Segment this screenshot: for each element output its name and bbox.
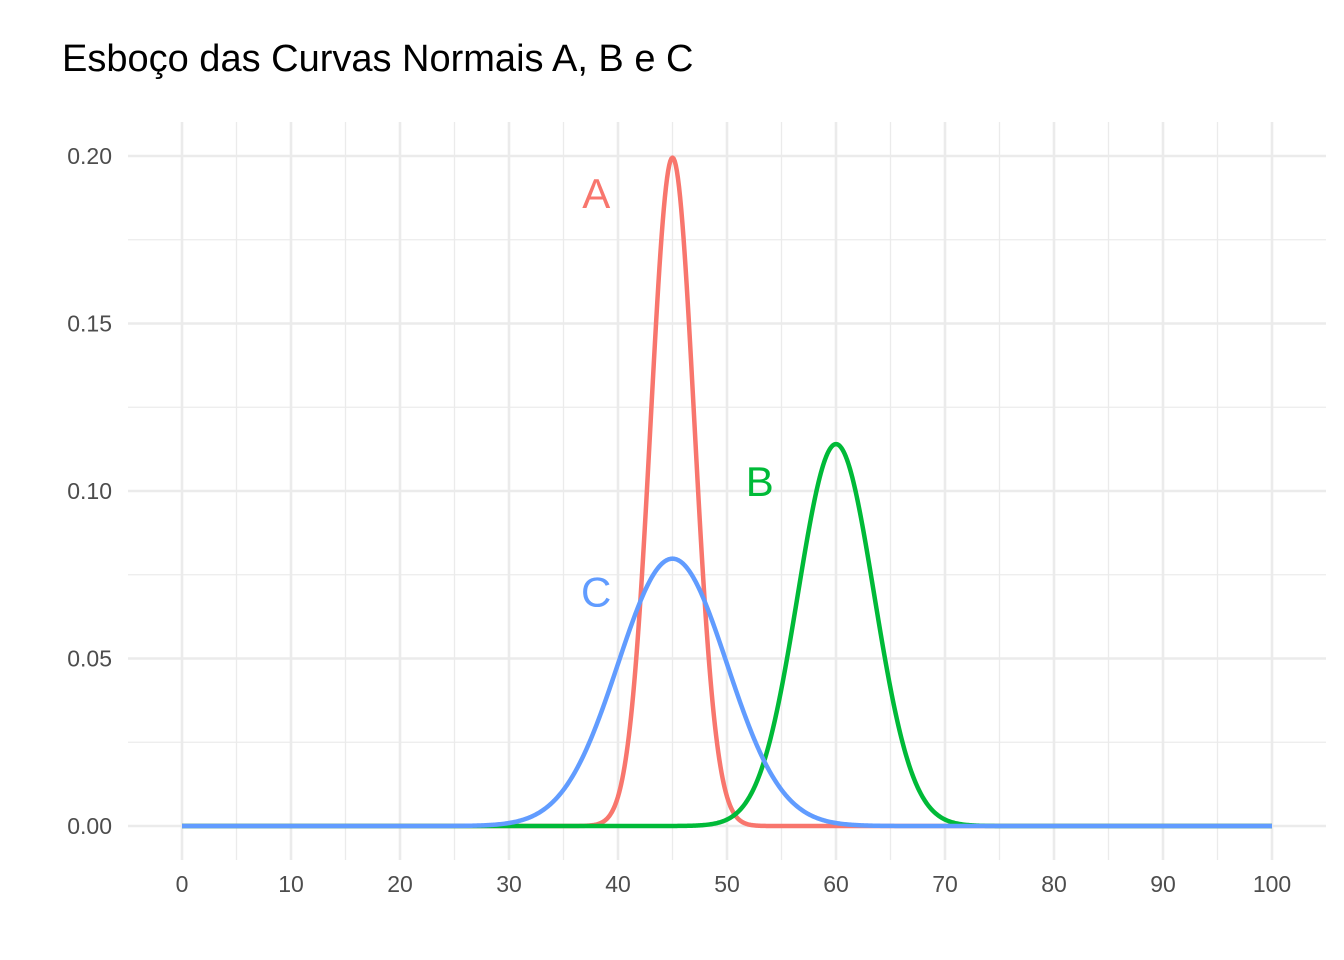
x-axis-tick-labels: 0 10 20 30 40 50 60 70 80 90 100	[176, 871, 1292, 897]
x-tick-label: 70	[932, 871, 958, 897]
x-tick-label: 60	[823, 871, 849, 897]
y-axis-tick-labels: 0.00 0.05 0.10 0.15 0.20	[67, 143, 112, 839]
x-tick-label: 80	[1041, 871, 1067, 897]
x-tick-label: 20	[387, 871, 413, 897]
chart-title: Esboço das Curvas Normais A, B e C	[62, 38, 694, 80]
curve-label-b: B	[746, 458, 774, 505]
x-tick-label: 10	[278, 871, 304, 897]
y-tick-label: 0.10	[67, 478, 112, 504]
curves	[180, 155, 1274, 829]
x-tick-label: 40	[605, 871, 631, 897]
curve-label-a: A	[582, 170, 610, 217]
x-tick-label: 30	[496, 871, 522, 897]
y-tick-label: 0.15	[67, 311, 112, 337]
curve-c	[180, 556, 1274, 829]
x-tick-label: 50	[714, 871, 740, 897]
curve-labels: A B C	[581, 170, 774, 616]
x-tick-label: 100	[1253, 871, 1291, 897]
curve-label-c: C	[581, 569, 611, 616]
x-tick-label: 0	[176, 871, 189, 897]
major-gridlines	[128, 122, 1326, 860]
y-tick-label: 0.05	[67, 646, 112, 672]
y-tick-label: 0.20	[67, 143, 112, 169]
x-tick-label: 90	[1150, 871, 1176, 897]
y-tick-label: 0.00	[67, 813, 112, 839]
